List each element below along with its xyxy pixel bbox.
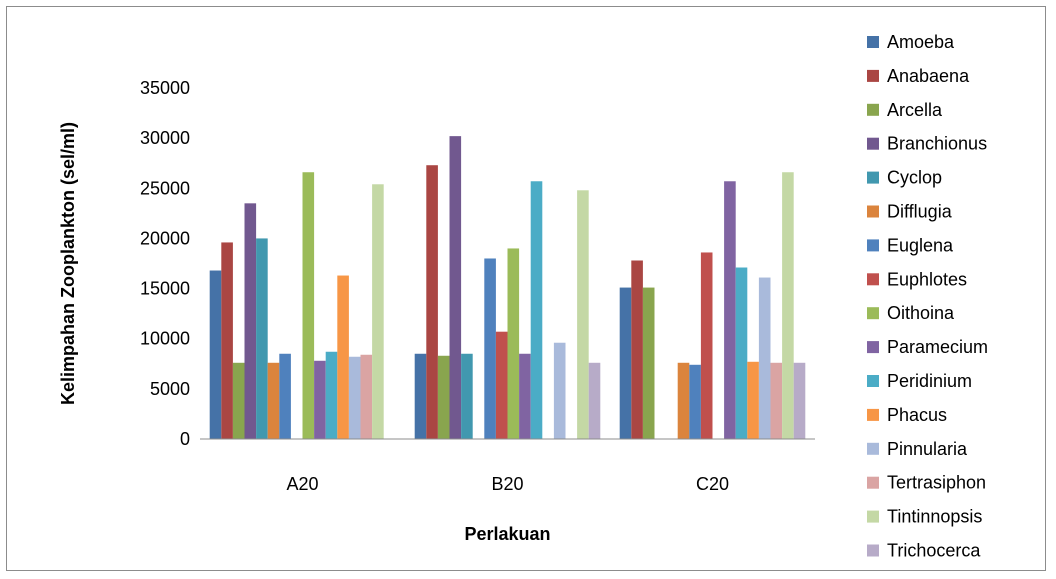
x-tick-label: A20 — [286, 474, 318, 494]
x-tick-label: B20 — [491, 474, 523, 494]
legend-swatch-difflugia — [867, 205, 879, 218]
bar-anabaena-b20 — [426, 165, 438, 439]
bar-oithoina-a20 — [302, 172, 315, 440]
bar-euglena-b20 — [484, 258, 496, 439]
legend-swatch-arcella — [867, 103, 879, 116]
bar-amoeba-b20 — [414, 353, 427, 439]
legend-label-paramecium: Paramecium — [887, 337, 988, 357]
legend-label-peridinium: Peridinium — [887, 371, 972, 391]
bar-euphlotes-c20 — [700, 252, 713, 439]
bar-tertrasiphon-a20 — [360, 354, 373, 439]
legend-label-tintinnopsis: Tintinnopsis — [887, 507, 982, 527]
legend-label-cyclop: Cyclop — [887, 168, 942, 188]
bar-tintinnopsis-a20 — [372, 184, 384, 439]
bar-pinnularia-b20 — [553, 342, 566, 439]
bar-arcella-b20 — [437, 355, 450, 439]
bar-paramecium-a20 — [314, 360, 326, 439]
legend-swatch-pinnularia — [867, 442, 879, 455]
legend-label-phacus: Phacus — [887, 405, 947, 425]
bar-oithoina-b20 — [507, 248, 520, 439]
bar-arcella-a20 — [232, 362, 245, 439]
y-tick-label: 5000 — [150, 379, 190, 399]
bars — [209, 136, 806, 440]
bar-tintinnopsis-c20 — [782, 172, 794, 440]
bar-tertrasiphon-c20 — [770, 362, 783, 439]
legend-label-euglena: Euglena — [887, 235, 954, 255]
bar-anabaena-c20 — [631, 260, 643, 439]
legend-swatch-oithoina — [867, 307, 879, 320]
bar-pinnularia-a20 — [348, 356, 361, 439]
bar-peridinium-a20 — [325, 351, 338, 439]
legend: Amoeba Anabaena Arcella Branchionus Cyclop Di… — [867, 32, 988, 561]
bar-cyclop-a20 — [256, 238, 268, 439]
bar-difflugia-c20 — [677, 362, 690, 439]
legend-swatch-phacus — [867, 408, 879, 421]
y-tick-label: 10000 — [140, 329, 190, 349]
bar-amoeba-c20 — [619, 287, 632, 439]
legend-label-tertrasiphon: Tertrasiphon — [887, 473, 986, 493]
bar-pinnularia-c20 — [758, 277, 771, 439]
legend-swatch-paramecium — [867, 341, 879, 354]
legend-swatch-euglena — [867, 239, 879, 252]
bar-paramecium-c20 — [724, 181, 736, 439]
y-tick-label: 30000 — [140, 128, 190, 148]
legend-label-difflugia: Difflugia — [887, 202, 953, 222]
bar-branchionus-a20 — [244, 203, 257, 439]
bar-anabaena-a20 — [221, 242, 233, 439]
bar-arcella-c20 — [642, 287, 655, 439]
legend-label-oithoina: Oithoina — [887, 303, 955, 323]
x-tick-label: C20 — [696, 474, 729, 494]
y-axis-title: Kelimpahan Zooplankton (sel/ml) — [58, 122, 78, 405]
bar-peridinium-b20 — [530, 181, 543, 439]
legend-label-amoeba: Amoeba — [887, 32, 955, 52]
legend-swatch-trichocerca — [867, 544, 879, 557]
bar-difflugia-a20 — [267, 362, 280, 439]
bar-branchionus-b20 — [449, 136, 462, 439]
bar-trichocerca-b20 — [588, 362, 601, 439]
legend-label-anabaena: Anabaena — [887, 66, 970, 86]
legend-swatch-branchionus — [867, 137, 879, 150]
legend-label-branchionus: Branchionus — [887, 134, 987, 154]
legend-label-trichocerca: Trichocerca — [887, 541, 981, 561]
bar-cyclop-b20 — [461, 353, 473, 439]
bar-euphlotes-b20 — [495, 331, 508, 439]
x-axis-title: Perlakuan — [464, 524, 550, 544]
y-tick-label: 35000 — [140, 78, 190, 98]
legend-label-arcella: Arcella — [887, 100, 943, 120]
y-tick-label: 25000 — [140, 178, 190, 198]
bar-euglena-a20 — [279, 353, 291, 439]
y-axis-ticks: 0 5000 10000 15000 20000 25000 30000 35000 — [140, 78, 190, 449]
bar-paramecium-b20 — [519, 353, 531, 439]
bar-phacus-a20 — [337, 275, 349, 439]
y-tick-label: 0 — [180, 429, 190, 449]
x-axis-ticks: A20 B20 C20 — [286, 474, 729, 494]
bar-phacus-c20 — [747, 361, 759, 439]
y-tick-label: 20000 — [140, 228, 190, 248]
legend-swatch-anabaena — [867, 69, 879, 82]
legend-label-pinnularia: Pinnularia — [887, 439, 968, 459]
bar-euglena-c20 — [689, 364, 701, 439]
bar-peridinium-c20 — [735, 267, 748, 439]
bar-amoeba-a20 — [209, 270, 222, 439]
legend-swatch-euphlotes — [867, 273, 879, 286]
legend-swatch-tertrasiphon — [867, 476, 879, 489]
legend-label-euphlotes: Euphlotes — [887, 269, 967, 289]
y-tick-label: 15000 — [140, 279, 190, 299]
legend-swatch-amoeba — [867, 36, 879, 48]
bar-tintinnopsis-b20 — [577, 190, 589, 439]
legend-swatch-tintinnopsis — [867, 510, 879, 523]
legend-swatch-peridinium — [867, 375, 879, 387]
legend-swatch-cyclop — [867, 171, 879, 184]
bar-trichocerca-c20 — [793, 362, 806, 439]
